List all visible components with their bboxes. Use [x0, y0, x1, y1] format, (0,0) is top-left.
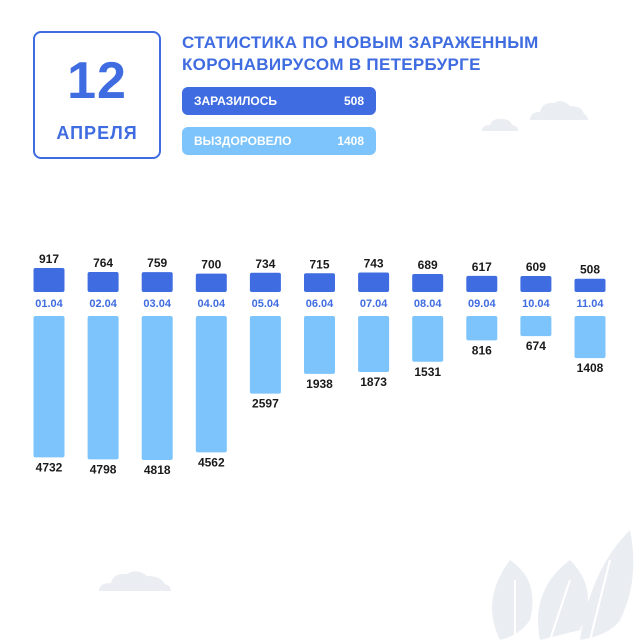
infected-summary-badge: ЗАРАЗИЛОСЬ 508: [182, 87, 376, 115]
page-title: СТАТИСТИКА ПО НОВЫМ ЗАРАЖЕННЫМ КОРОНАВИР…: [182, 32, 602, 76]
infected-value-label: 734: [255, 257, 275, 271]
date-card: 12 АПРЕЛЯ: [33, 31, 161, 159]
infected-value-label: 917: [39, 252, 59, 266]
title-line-1: СТАТИСТИКА ПО НОВЫМ ЗАРАЖЕННЫМ: [182, 33, 539, 52]
date-tick-label: 04.04: [198, 298, 226, 310]
recovered-value-label: 4818: [144, 463, 171, 477]
recovered-value-label: 674: [526, 339, 546, 353]
recovered-value-label: 4732: [36, 460, 63, 474]
infected-value-label: 609: [526, 260, 546, 274]
infected-bar: [412, 273, 444, 292]
date-tick-label: 03.04: [143, 298, 171, 310]
recovered-bar: [195, 316, 227, 453]
recovered-bar: [466, 316, 498, 341]
recovered-value-label: 1531: [414, 365, 441, 379]
recovered-bar: [304, 316, 335, 374]
date-day: 12: [67, 52, 127, 110]
infected-bar: [33, 268, 65, 292]
infected-value-label: 689: [418, 258, 438, 272]
cloud-icon: [99, 571, 171, 591]
leaf-decoration-icon: [492, 530, 634, 640]
infected-bar: [574, 278, 606, 292]
recovered-bar: [33, 316, 65, 458]
recovered-value-label: 4798: [90, 462, 117, 476]
infected-value-label: 759: [147, 256, 167, 270]
recovered-value-label: 2597: [252, 397, 279, 411]
infected-bar: [87, 272, 119, 292]
date-tick-label: 07.04: [360, 298, 388, 310]
date-tick-label: 10.04: [522, 298, 550, 310]
recovered-bar: [249, 316, 281, 394]
infected-value-label: 764: [93, 256, 113, 270]
recovered-bar: [574, 316, 606, 359]
infected-bar: [520, 276, 552, 292]
date-tick-label: 11.04: [577, 298, 605, 310]
date-month: АПРЕЛЯ: [56, 123, 138, 143]
date-tick-label: 02.04: [89, 298, 117, 310]
recovered-label: ВЫЗДОРОВЕЛО: [194, 134, 292, 148]
recovered-value-label: 1408: [577, 361, 604, 375]
infected-bar: [249, 272, 281, 292]
date-tick-label: 06.04: [306, 298, 334, 310]
recovered-value-label: 1873: [360, 375, 387, 389]
infected-value-label: 508: [580, 263, 600, 277]
infected-label: ЗАРАЗИЛОСЬ: [194, 94, 277, 108]
recovered-bar: [358, 316, 390, 372]
infected-bar: [195, 273, 227, 292]
infected-bar: [466, 275, 498, 292]
date-tick-label: 09.04: [468, 298, 496, 310]
chart-canvas: 917 01.04 4732 764 02.04 4798 759 03.04 4818 700 0…: [33, 252, 606, 477]
recovered-bar: [520, 316, 552, 337]
infected-value-label: 617: [472, 260, 492, 274]
recovered-summary-badge: ВЫЗДОРОВЕЛО 1408: [182, 127, 376, 155]
recovered-value-label: 1938: [306, 377, 333, 391]
recovered-value-label: 816: [472, 343, 492, 357]
recovered-bar: [87, 316, 119, 460]
cloud-icon: [530, 101, 588, 120]
infected-value-label: 700: [201, 258, 221, 272]
date-tick-label: 05.04: [252, 298, 280, 310]
recovered-value: 1408: [337, 134, 364, 148]
date-tick-label: 01.04: [35, 298, 63, 310]
date-tick-label: 08.04: [414, 298, 442, 310]
infected-bar: [304, 273, 335, 292]
infected-value-label: 743: [364, 257, 384, 271]
recovered-bar: [141, 316, 173, 460]
cloud-icon: [482, 118, 518, 131]
recovered-value-label: 4562: [198, 455, 225, 469]
infected-bar: [358, 272, 390, 292]
infected-value: 508: [343, 94, 364, 108]
recovered-bar: [412, 316, 444, 362]
infected-value-label: 715: [309, 257, 329, 271]
infected-bar: [141, 272, 173, 292]
title-line-2: КОРОНАВИРУСОМ В ПЕТЕРБУРГЕ: [182, 55, 481, 74]
